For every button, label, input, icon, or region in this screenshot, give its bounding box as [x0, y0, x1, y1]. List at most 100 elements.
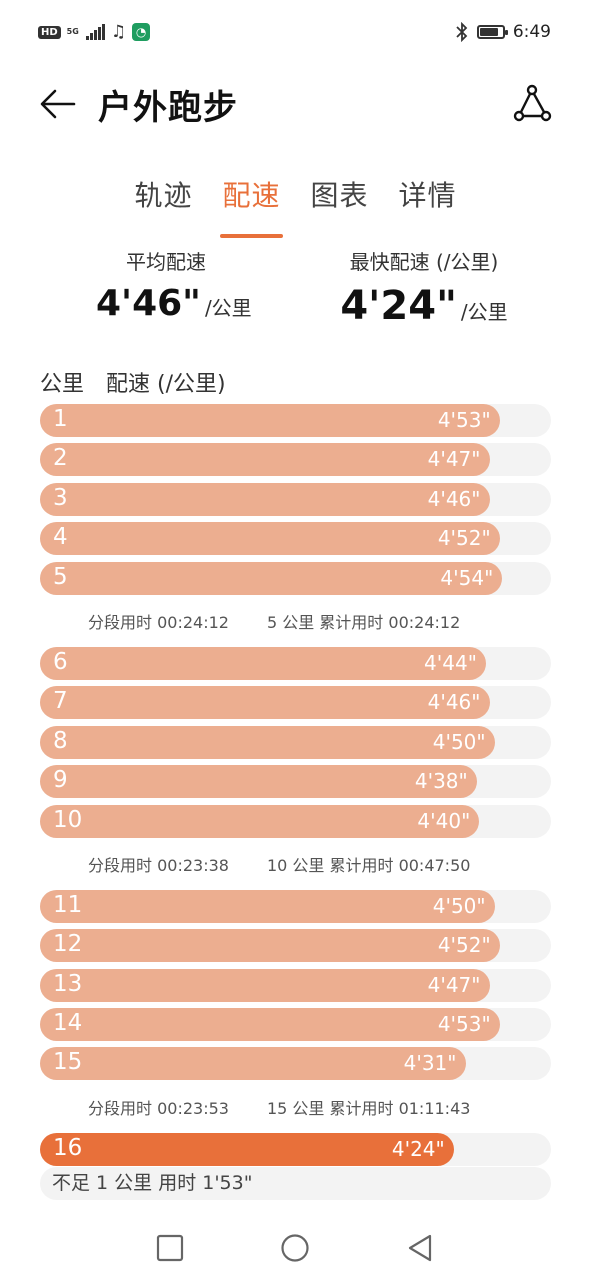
- home-icon[interactable]: [277, 1230, 313, 1266]
- pace-bar: [40, 1132, 454, 1166]
- pace-bar: [40, 522, 500, 556]
- cumulative-time: 5 公里 累计用时 00:24:12: [266, 612, 461, 632]
- km-number: 6: [53, 648, 68, 675]
- km-column-header: 公里: [40, 372, 85, 397]
- pace-row[interactable]: 3 4'46": [40, 482, 551, 516]
- pace-row[interactable]: 6 4'44": [40, 646, 551, 680]
- pace-row[interactable]: 13 4'47": [40, 968, 551, 1002]
- km-pace: 4'46": [427, 486, 481, 511]
- pace-bar: [40, 561, 503, 595]
- back-icon[interactable]: [402, 1230, 438, 1266]
- status-time: 6:49: [512, 22, 551, 42]
- pace-list: 1 4'53" 2 4'47" 3 4'46" 4 4'52" 5 4'54" 分段用时 00:24…: [40, 404, 551, 1172]
- recent-apps-icon[interactable]: [152, 1230, 188, 1266]
- km-pace: 4'44": [424, 650, 477, 675]
- km-number: 16: [53, 1134, 83, 1161]
- fastest-pace-stat: 最快配速 (/公里) 4'24"/公里: [336, 246, 512, 329]
- pace-bar: [40, 889, 495, 923]
- battery-icon: [476, 25, 508, 39]
- km-pace: 4'52": [437, 526, 491, 551]
- network-type: 5G: [66, 27, 79, 36]
- tab-chart[interactable]: 图表: [310, 179, 369, 212]
- back-arrow-icon[interactable]: [38, 84, 78, 124]
- km-number: 12: [53, 931, 83, 958]
- km-number: 8: [53, 727, 68, 754]
- pace-bar: [40, 968, 490, 1002]
- pace-bar: [40, 804, 480, 838]
- avg-pace-value-row: 4'46"/公里: [96, 283, 252, 324]
- avg-pace-stat: 平均配速 4'46"/公里: [96, 246, 252, 324]
- tab-details[interactable]: 详情: [398, 179, 457, 212]
- pace-bar: [40, 1047, 466, 1081]
- tab-bar: 轨迹 配速 图表 详情: [0, 170, 591, 238]
- route-share-icon[interactable]: [510, 82, 554, 126]
- km-number: 5: [53, 563, 68, 590]
- pace-bar: [40, 929, 500, 963]
- pace-row[interactable]: 16 4'24": [40, 1132, 551, 1166]
- avg-pace-value: 4'46": [96, 283, 201, 324]
- pace-row[interactable]: 4 4'52": [40, 522, 551, 556]
- fastest-pace-label: 最快配速 (/公里): [349, 250, 499, 274]
- pace-row[interactable]: 14 4'53": [40, 1008, 551, 1042]
- km-pace: 4'53": [437, 1012, 491, 1037]
- pace-bar: [40, 404, 500, 437]
- pace-row[interactable]: 12 4'52": [40, 929, 551, 963]
- status-right: 6:49: [455, 22, 551, 42]
- pace-bar: [40, 725, 495, 759]
- pace-row[interactable]: 10 4'40": [40, 804, 551, 838]
- km-pace: 4'47": [427, 972, 481, 997]
- km-pace: 4'40": [417, 808, 471, 833]
- segment-time: 分段用时 00:23:38: [88, 855, 229, 875]
- km-pace: 4'46": [427, 690, 481, 715]
- fastest-pace-value-row: 4'24"/公里: [336, 283, 512, 329]
- km-number: 13: [53, 970, 83, 997]
- split-summary: 分段用时 00:24:12 5 公里 累计用时 00:24:12: [40, 595, 551, 647]
- pace-row[interactable]: 15 4'31": [40, 1047, 551, 1081]
- split-summary: 分段用时 00:23:38 10 公里 累计用时 00:47:50: [40, 838, 551, 890]
- km-pace: 4'24": [391, 1136, 445, 1161]
- list-header: 公里 配速 (/公里): [40, 366, 226, 398]
- km-pace: 4'52": [437, 933, 491, 958]
- cumulative-time: 10 公里 累计用时 00:47:50: [266, 855, 471, 875]
- avg-pace-label: 平均配速: [126, 250, 206, 274]
- tab-track[interactable]: 轨迹: [134, 179, 193, 212]
- km-number: 15: [53, 1049, 83, 1076]
- avg-pace-unit: /公里: [204, 296, 252, 320]
- km-pace: 4'38": [414, 769, 468, 794]
- pace-bar: [40, 686, 490, 720]
- pace-bar: [40, 482, 490, 516]
- pace-row[interactable]: 11 4'50": [40, 889, 551, 923]
- pace-row[interactable]: 5 4'54": [40, 561, 551, 595]
- pace-row[interactable]: 2 4'47": [40, 443, 551, 477]
- km-number: 7: [53, 688, 68, 715]
- segment-time: 分段用时 00:23:53: [88, 1098, 229, 1118]
- km-number: 11: [53, 891, 83, 918]
- music-icon: ♫: [110, 22, 127, 42]
- km-number: 14: [53, 1010, 83, 1037]
- battery-level: [479, 28, 499, 36]
- km-pace: 4'53": [437, 408, 491, 432]
- fastest-pace-value: 4'24": [340, 283, 457, 329]
- km-pace: 4'50": [432, 729, 486, 754]
- pace-column-header: 配速 (/公里): [106, 372, 226, 397]
- signal-icon: [85, 24, 105, 40]
- status-left: HD 5G ♫ ◔: [38, 22, 151, 42]
- km-number: 2: [53, 445, 68, 472]
- km-pace: 4'31": [403, 1051, 457, 1076]
- pace-row[interactable]: 8 4'50": [40, 725, 551, 759]
- page-title: 户外跑步: [98, 88, 238, 128]
- header: 户外跑步: [0, 66, 591, 146]
- navigation-bar: [0, 1210, 591, 1280]
- pace-row[interactable]: 7 4'46": [40, 686, 551, 720]
- status-bar: HD 5G ♫ ◔ 6:49: [0, 0, 591, 66]
- tab-pace[interactable]: 配速: [220, 170, 283, 238]
- pace-bar: [40, 646, 487, 680]
- km-pace: 4'54": [440, 565, 494, 590]
- hd-icon: HD: [38, 25, 61, 39]
- segment-time: 分段用时 00:24:12: [88, 612, 229, 632]
- km-number: 10: [53, 806, 83, 833]
- app-notification-icon: ◔: [132, 23, 151, 41]
- pace-row[interactable]: 1 4'53": [40, 404, 551, 437]
- km-pace: 4'47": [427, 447, 481, 472]
- pace-row[interactable]: 9 4'38": [40, 765, 551, 799]
